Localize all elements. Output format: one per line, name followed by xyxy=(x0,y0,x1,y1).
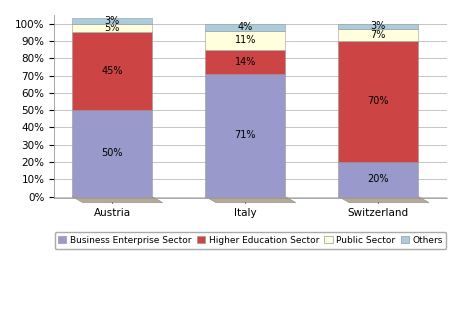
Text: 14%: 14% xyxy=(235,57,256,67)
Text: 11%: 11% xyxy=(235,35,256,45)
Polygon shape xyxy=(72,197,163,202)
Bar xyxy=(205,24,285,31)
Bar xyxy=(72,24,152,32)
Bar xyxy=(205,50,285,74)
Bar xyxy=(338,41,418,162)
Legend: Business Enterprise Sector, Higher Education Sector, Public Sector, Others: Business Enterprise Sector, Higher Educa… xyxy=(55,232,447,249)
Polygon shape xyxy=(205,197,296,202)
Bar xyxy=(338,29,418,41)
Text: 5%: 5% xyxy=(104,23,120,33)
Text: 45%: 45% xyxy=(101,66,123,76)
Bar xyxy=(338,24,418,29)
Bar xyxy=(205,31,285,50)
Bar xyxy=(72,18,152,24)
Text: 3%: 3% xyxy=(371,21,386,31)
Bar xyxy=(72,32,152,110)
Bar xyxy=(205,74,285,197)
Text: 20%: 20% xyxy=(367,174,389,184)
Text: 71%: 71% xyxy=(235,130,256,140)
Polygon shape xyxy=(338,197,429,202)
Text: 3%: 3% xyxy=(104,16,119,26)
Text: 4%: 4% xyxy=(237,22,253,32)
Bar xyxy=(72,110,152,197)
Text: 7%: 7% xyxy=(371,30,386,40)
Text: 50%: 50% xyxy=(101,148,123,158)
Bar xyxy=(338,162,418,197)
Text: 70%: 70% xyxy=(367,96,389,106)
